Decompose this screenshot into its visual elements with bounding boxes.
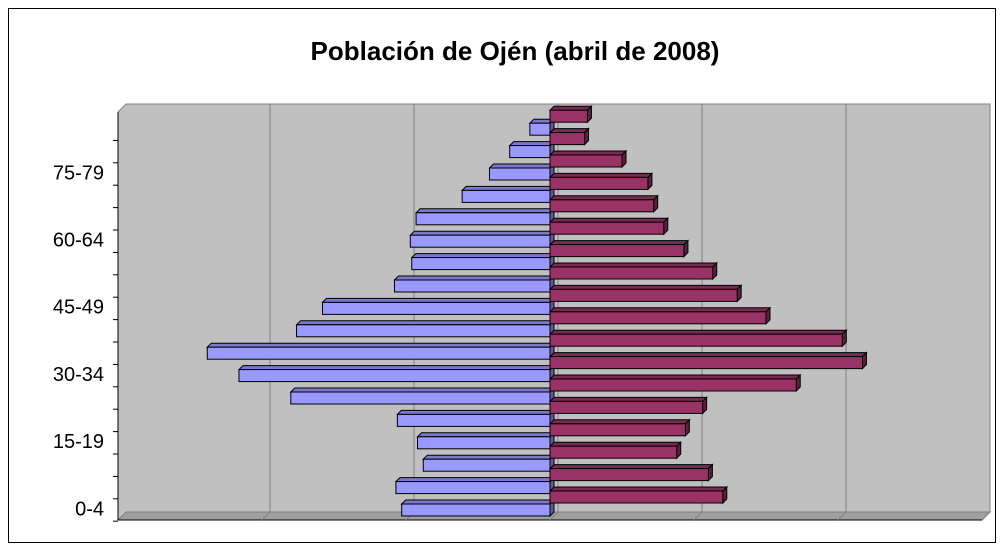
bar-top — [548, 172, 654, 178]
bar-top — [548, 150, 628, 156]
bar — [549, 445, 678, 459]
bar-top — [548, 307, 772, 313]
bar-top — [548, 441, 682, 447]
y-tick-label: 30-34 — [53, 364, 104, 386]
bar-top — [410, 253, 556, 259]
bar — [549, 199, 655, 213]
bar — [549, 423, 686, 437]
y-tick-label: 60-64 — [53, 229, 104, 251]
bar — [549, 154, 623, 168]
bar-top — [460, 185, 556, 191]
bar — [549, 288, 738, 302]
bar-top — [548, 419, 691, 425]
bar-top — [422, 454, 556, 460]
bar — [411, 257, 551, 271]
bar-top — [414, 208, 556, 214]
bar — [549, 356, 863, 370]
bar-top — [409, 230, 556, 236]
bar — [549, 176, 649, 190]
bar — [489, 167, 551, 181]
bar — [529, 122, 551, 136]
bar — [238, 369, 551, 383]
bar — [206, 346, 551, 360]
bar-top — [548, 486, 729, 492]
y-tick-label: 75-79 — [53, 162, 104, 184]
bar — [396, 413, 551, 427]
bar — [549, 109, 588, 123]
bar-top — [548, 464, 714, 470]
bar-top — [548, 284, 743, 290]
x-tick — [261, 511, 271, 521]
bar-top — [394, 477, 556, 483]
bar — [549, 132, 586, 146]
bar-top — [548, 195, 659, 201]
bar-top — [548, 374, 802, 380]
bar — [549, 266, 714, 280]
x-tick — [837, 511, 847, 521]
bar-top — [548, 105, 593, 111]
x-tick — [549, 511, 559, 521]
bar-top — [548, 352, 868, 358]
bar-top — [548, 217, 669, 223]
chart-title: Población de Ojén (abril de 2008) — [311, 36, 720, 66]
bar — [409, 234, 551, 248]
y-tick-label: 0-4 — [75, 498, 104, 520]
bar — [415, 212, 551, 226]
bar-top — [289, 387, 556, 393]
bar — [549, 378, 797, 392]
bar — [549, 468, 709, 482]
bar-top — [400, 499, 556, 505]
bar — [290, 391, 551, 405]
y-tick-label: 15-19 — [53, 431, 104, 453]
bar-top — [548, 128, 590, 134]
bar-top — [416, 432, 556, 438]
bar-top — [548, 396, 708, 402]
bar — [395, 481, 551, 495]
bar — [549, 333, 843, 347]
bar — [509, 145, 551, 159]
bar-top — [548, 240, 690, 246]
bar-top — [488, 163, 556, 169]
bar-top — [393, 275, 556, 281]
y-tick-label: 45-49 — [53, 297, 104, 319]
bar-top — [548, 329, 848, 335]
bar-top — [295, 320, 556, 326]
bar — [549, 244, 685, 258]
bar — [461, 189, 551, 203]
bar — [549, 221, 665, 235]
bar-top — [548, 262, 718, 268]
bar-top — [237, 365, 556, 371]
bar-top — [508, 141, 556, 147]
bar — [422, 458, 551, 472]
bar — [401, 503, 551, 517]
bar — [549, 400, 704, 414]
bar — [393, 279, 551, 293]
x-tick — [693, 511, 703, 521]
bar — [417, 436, 551, 450]
bar-top — [206, 342, 556, 348]
bar — [549, 490, 724, 504]
bar — [296, 324, 551, 338]
bar — [321, 301, 551, 315]
bar-top — [396, 409, 556, 415]
bar-top — [321, 297, 556, 303]
bar — [549, 311, 767, 325]
